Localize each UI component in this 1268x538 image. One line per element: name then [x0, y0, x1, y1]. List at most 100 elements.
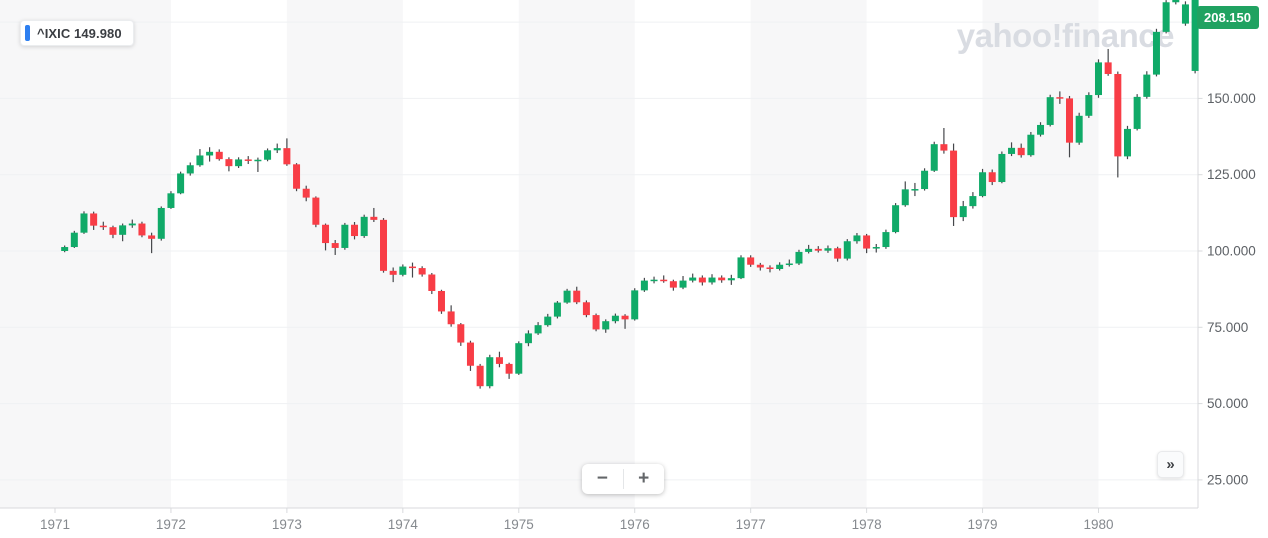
candle [235, 157, 243, 168]
candle-body-down [476, 365, 484, 387]
candle-body-down [592, 315, 600, 330]
yahoo-finance-watermark: yahoo!finance [957, 17, 1174, 54]
candle-body-down [950, 150, 958, 218]
candle [660, 275, 668, 283]
candle-body-up [1008, 147, 1016, 154]
axis-ticks [54, 97, 1203, 513]
candle-body-up [534, 325, 542, 334]
candle [138, 221, 146, 238]
candle-body-down [293, 164, 301, 189]
candle [225, 157, 233, 172]
candle [863, 233, 871, 254]
candle-body-down [99, 225, 107, 228]
ticker-legend-text: ^IXIC 149.980 [37, 26, 122, 41]
fast-forward-button[interactable]: » [1157, 451, 1184, 478]
candle-body-down [834, 248, 842, 259]
candle-body-up [1094, 62, 1102, 96]
candle-body-down [244, 159, 252, 161]
candle [1104, 48, 1112, 76]
candle [351, 222, 359, 240]
candle [1181, 1, 1189, 26]
candle [669, 279, 677, 291]
candle [959, 200, 967, 222]
zoom-in-button[interactable]: + [623, 464, 664, 494]
candle-body-down [698, 277, 706, 283]
year-label: 1975 [504, 517, 534, 532]
year-stripe [518, 0, 635, 508]
candle-body-down [437, 290, 445, 312]
candle-body-down [408, 266, 416, 269]
candle-body-up [1027, 134, 1035, 156]
ticker-legend[interactable]: ^IXIC 149.980 [20, 20, 134, 46]
year-label: 1978 [852, 517, 882, 532]
candle-body-up [399, 266, 407, 275]
candle-body-up [61, 247, 69, 251]
zoom-divider [622, 469, 624, 489]
candle [621, 314, 629, 329]
candle-body-up [776, 264, 784, 270]
candle [341, 222, 349, 250]
candle-body-up [1152, 31, 1160, 75]
zoom-out-button[interactable]: − [582, 464, 623, 494]
candle-body-up [737, 257, 745, 279]
candle [1037, 122, 1045, 137]
candle-body-down [312, 197, 320, 225]
candle [1162, 0, 1170, 34]
candle [254, 157, 262, 172]
year-label: 1974 [388, 517, 419, 532]
year-stripes [0, 0, 1098, 508]
candle [930, 141, 938, 172]
candle [1056, 91, 1064, 104]
candle-body-up [1191, 0, 1199, 71]
candle [389, 267, 397, 283]
candle-body-down [747, 257, 755, 265]
candle [1017, 143, 1025, 158]
candles-layer [61, 0, 1199, 389]
candle-body-down [215, 151, 223, 160]
candle [708, 274, 716, 285]
candle-body-down [389, 270, 397, 275]
candle [244, 156, 252, 165]
candle-body-up [486, 357, 494, 387]
candle [795, 249, 803, 266]
year-label: 1973 [272, 517, 302, 532]
year-stripe [0, 0, 171, 508]
candle [611, 313, 619, 324]
candle-body-down [766, 267, 774, 270]
price-label: 125.000 [1207, 167, 1256, 182]
candle-body-down [457, 324, 465, 343]
candle-body-down [225, 159, 233, 167]
candle [186, 162, 194, 176]
candle-body-up [544, 316, 552, 326]
candle-body-up [1123, 128, 1131, 157]
candle [718, 275, 726, 283]
candle-body-up [80, 213, 88, 233]
candle [360, 214, 368, 238]
candle [109, 225, 117, 239]
candle [1114, 71, 1122, 178]
candle-body-up [805, 248, 813, 252]
candle [476, 363, 484, 389]
candle [679, 276, 687, 290]
candle-body-up [524, 333, 532, 344]
ticker-value: 149.980 [74, 25, 122, 41]
candle [534, 322, 542, 335]
year-label: 1972 [156, 517, 186, 532]
candle-body-up [515, 343, 523, 374]
candle [747, 255, 755, 267]
candle [1027, 131, 1035, 157]
candle-body-up [1037, 124, 1045, 135]
candle-body-up [640, 280, 648, 291]
year-label: 1979 [968, 517, 998, 532]
candle-body-up [650, 279, 658, 282]
candle [466, 340, 474, 371]
candle [698, 275, 706, 286]
candle-body-up [930, 144, 938, 171]
candle [1152, 28, 1160, 77]
candle [892, 203, 900, 234]
candle-body-down [322, 224, 330, 244]
candle [1085, 92, 1093, 118]
candle-body-up [911, 189, 919, 191]
